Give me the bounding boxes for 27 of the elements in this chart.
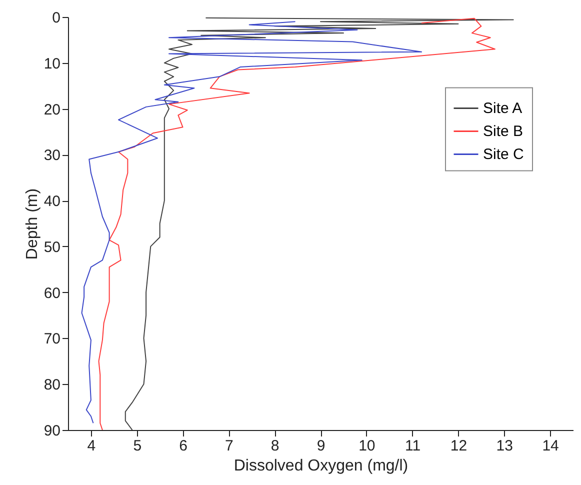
- x-tick-label: 11: [405, 438, 421, 454]
- x-tick-label: 12: [450, 438, 468, 454]
- x-tick-label: 7: [225, 438, 234, 454]
- y-tick-label: 70: [44, 330, 60, 348]
- x-tick-label: 10: [358, 438, 376, 454]
- y-tick-label: 30: [44, 147, 60, 164]
- x-tick-label: 8: [270, 438, 280, 454]
- y-tick-label: 10: [44, 55, 60, 72]
- y-tick-label: 0: [52, 10, 60, 26]
- x-tick-label: 5: [133, 438, 142, 454]
- x-axis-title: Dissolved Oxygen (mg/l): [234, 458, 408, 474]
- y-tick-label: 50: [44, 238, 60, 256]
- line-series: [81, 21, 422, 424]
- y-axis-title: Depth (m): [24, 188, 41, 260]
- y-tick-label: 60: [44, 284, 60, 302]
- legend-label: Site A: [483, 100, 522, 118]
- x-tick-label: 4: [87, 438, 96, 454]
- x-tick-label: 9: [316, 438, 326, 454]
- y-tick-label: 40: [44, 193, 60, 210]
- legend-label: Site C: [483, 146, 524, 164]
- y-tick-label: 20: [44, 101, 60, 118]
- x-tick-label: 14: [542, 438, 559, 454]
- x-tick-label: 13: [496, 438, 513, 454]
- x-tick-label: 6: [179, 438, 188, 454]
- y-tick-label: 90: [44, 422, 60, 440]
- y-tick-label: 80: [44, 376, 60, 394]
- legend-label: Site B: [483, 123, 524, 140]
